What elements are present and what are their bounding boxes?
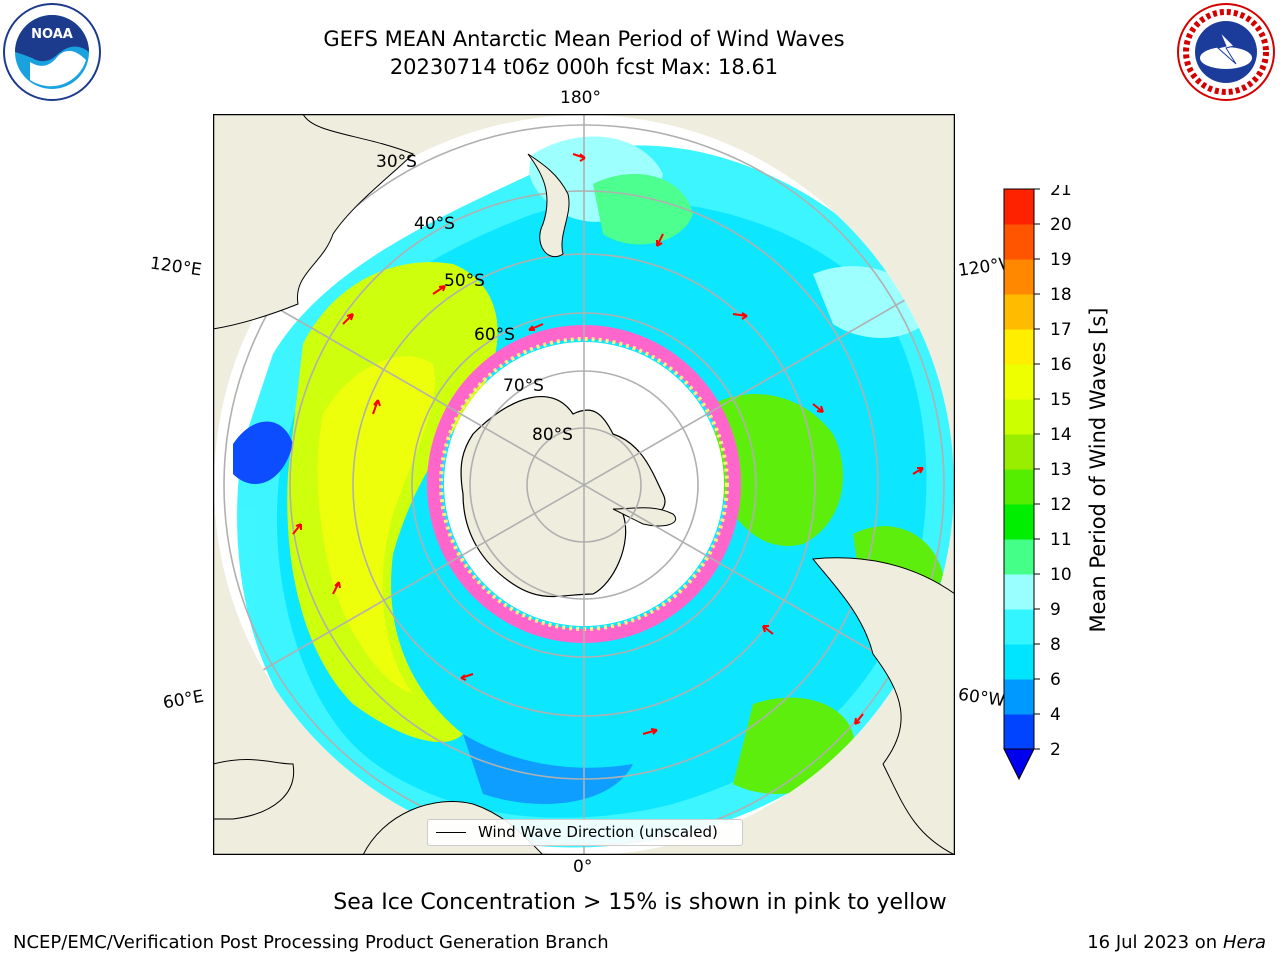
colorbar-segment <box>1004 574 1034 610</box>
colorbar-tick-label: 21 <box>1050 185 1072 200</box>
colorbar-extend-arrow <box>1003 748 1035 781</box>
colorbar-tick-label: 11 <box>1050 530 1072 550</box>
colorbar-segment <box>1004 399 1034 435</box>
colorbar-tick-label: 10 <box>1050 565 1072 585</box>
legend-line-sample <box>436 832 466 833</box>
graticule <box>223 115 945 855</box>
colorbar-segment <box>1004 329 1034 365</box>
chart-title: GEFS MEAN Antarctic Mean Period of Wind … <box>323 27 845 51</box>
colorbar: 2 4 6 8 9 10 11 12 13 14 15 16 17 18 19 20 21 <box>1003 185 1072 781</box>
madagascar-coast <box>213 759 295 820</box>
colorbar-segment <box>1004 469 1034 505</box>
colorbar-label: Mean Period of Wind Waves [s] <box>1086 307 1110 633</box>
colorbar-segment <box>1004 294 1034 330</box>
colorbar-segment <box>1004 259 1034 295</box>
footer-date-text: 16 Jul 2023 on <box>1087 932 1223 953</box>
noaa-logo-icon: NOAA <box>3 3 101 101</box>
national-weather-service-logo-icon <box>1177 3 1275 101</box>
lon-label-60w: 60°W <box>956 684 1007 712</box>
colorbar-segment <box>1004 539 1034 575</box>
colorbar-segment <box>1004 609 1034 645</box>
footer-credit: NCEP/EMC/Verification Post Processing Pr… <box>13 932 609 953</box>
noaa-logo-text: NOAA <box>31 27 73 42</box>
new-zealand-coast <box>527 153 570 258</box>
australia-coast <box>213 114 414 330</box>
colorbar-tick-label: 6 <box>1050 670 1061 690</box>
lon-label-60e: 60°E <box>161 686 206 714</box>
colorbar-tick-label: 18 <box>1050 285 1072 305</box>
colorbar-segment <box>1004 644 1034 680</box>
colorbar-tick-label: 12 <box>1050 495 1072 515</box>
colorbar-tick-label: 9 <box>1050 600 1061 620</box>
map-legend: Wind Wave Direction (unscaled) <box>427 819 743 846</box>
sea-ice-caption: Sea Ice Concentration > 15% is shown in … <box>333 890 947 915</box>
footer-date: 16 Jul 2023 on Hera <box>1087 932 1266 953</box>
lat-label-80s: 80°S <box>532 425 573 445</box>
colorbar-segment <box>1004 364 1034 400</box>
colorbar-segment <box>1004 714 1034 750</box>
south-america-coast <box>812 557 955 855</box>
colorbar-tick-label: 16 <box>1050 355 1072 375</box>
antarctic-map <box>213 114 955 855</box>
map-border <box>213 114 955 855</box>
lon-label-180: 180° <box>560 88 601 108</box>
colorbar-segment <box>1004 679 1034 715</box>
wind-wave-arrows <box>292 153 924 735</box>
colorbar-segment <box>1004 189 1034 225</box>
colorbar-tick-label: 8 <box>1050 635 1061 655</box>
legend-label: Wind Wave Direction (unscaled) <box>478 823 718 841</box>
colorbar-tick-label: 15 <box>1050 390 1072 410</box>
colorbar-tick-label: 4 <box>1050 705 1061 725</box>
chart-subtitle: 20230714 t06z 000h fcst Max: 18.61 <box>389 55 779 79</box>
lat-label-40s: 40°S <box>414 214 455 234</box>
lat-label-70s: 70°S <box>503 376 544 396</box>
colorbar-tick-label: 14 <box>1050 425 1072 445</box>
colorbar-segment <box>1004 504 1034 540</box>
lat-label-60s: 60°S <box>474 325 515 345</box>
lat-label-30s: 30°S <box>376 152 417 172</box>
colorbar-tick-label: 2 <box>1050 740 1061 760</box>
colorbar-tick-label: 17 <box>1050 320 1072 340</box>
colorbar-tick-label: 13 <box>1050 460 1072 480</box>
lon-label-120e: 120°E <box>148 253 203 281</box>
lon-label-0: 0° <box>573 857 593 877</box>
colorbar-segment <box>1004 224 1034 260</box>
colorbar-segment <box>1004 434 1034 470</box>
footer-host: Hera <box>1222 932 1266 953</box>
colorbar-tick-label: 19 <box>1050 250 1072 270</box>
colorbar-tick-label: 20 <box>1050 215 1072 235</box>
lat-label-50s: 50°S <box>444 271 485 291</box>
